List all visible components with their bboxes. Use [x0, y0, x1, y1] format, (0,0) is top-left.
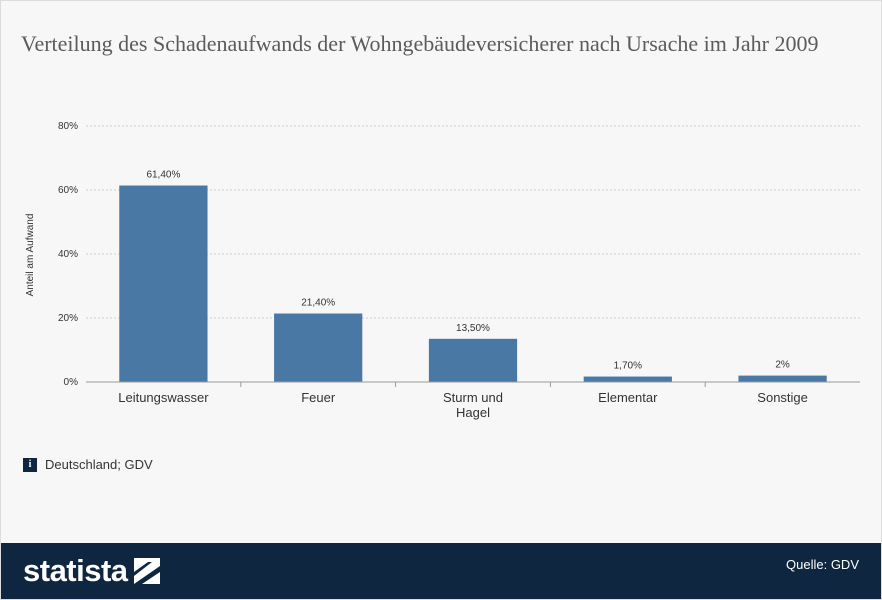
bar-value-label: 1,70% [614, 361, 642, 372]
bar-value-label: 61,40% [146, 170, 180, 181]
x-category-label: Leitungswasser [118, 390, 209, 405]
footer-source: Quelle: GDV [786, 557, 859, 572]
y-axis-label: Anteil am Aufwand [25, 214, 36, 297]
bar-value-label: 21,40% [301, 298, 335, 309]
x-category-label: Sonstige [757, 390, 808, 405]
source-note: i Deutschland; GDV [23, 457, 153, 472]
source-note-text: Deutschland; GDV [45, 457, 153, 472]
bar-value-label: 2% [775, 360, 790, 371]
bar-chart: 61,40% 21,40% 13,50% 1,70% 2% 0% 20% 40% 60% 80%… [25, 121, 860, 420]
x-category-label: Feuer [301, 390, 336, 405]
statista-logo-icon [133, 558, 160, 584]
bar-sturm-und-hagel[interactable] [428, 338, 518, 382]
footer-bar: statista Quelle: GDV [1, 543, 881, 599]
y-tick-label: 80% [58, 121, 78, 132]
logo-text: statista [23, 553, 128, 588]
statista-logo[interactable]: statista [23, 553, 160, 589]
x-category-label: Sturm und Hagel [443, 390, 503, 420]
info-icon[interactable]: i [23, 457, 37, 472]
bar-feuer[interactable] [274, 313, 363, 382]
y-tick-label: 0% [64, 377, 79, 388]
y-tick-label: 60% [58, 185, 78, 196]
bar-leitungswasser[interactable] [119, 185, 208, 382]
y-tick-label: 40% [58, 249, 78, 260]
bar-elementar[interactable] [583, 376, 672, 382]
chart-title: Verteilung des Schadenaufwands der Wohng… [21, 31, 819, 56]
bar-sonstige[interactable] [738, 375, 827, 382]
x-category-label: Elementar [598, 390, 658, 405]
bar-value-label: 13,50% [456, 323, 490, 334]
y-tick-label: 20% [58, 313, 78, 324]
